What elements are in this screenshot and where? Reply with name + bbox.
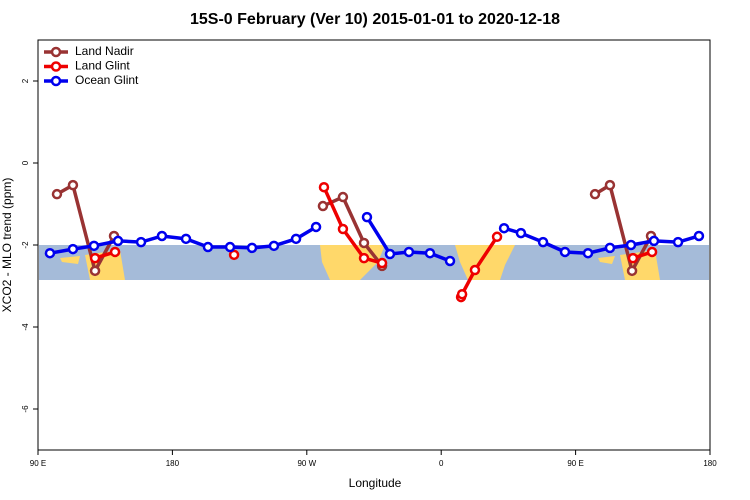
series-line bbox=[322, 186, 383, 265]
data-point bbox=[290, 233, 302, 245]
y-tick-label: -4 bbox=[21, 323, 30, 331]
data-point bbox=[537, 236, 549, 248]
x-tick-label: 180 bbox=[703, 459, 717, 468]
data-point bbox=[361, 211, 373, 223]
data-point bbox=[491, 231, 503, 243]
data-point bbox=[337, 191, 349, 203]
data-point bbox=[89, 252, 101, 264]
data-point bbox=[246, 242, 258, 254]
series-line bbox=[322, 194, 384, 267]
data-point bbox=[318, 181, 330, 193]
data-point bbox=[156, 230, 168, 242]
data-point bbox=[627, 252, 639, 264]
data-point bbox=[268, 240, 280, 252]
data-point bbox=[498, 222, 510, 234]
y-tick-label: -2 bbox=[21, 241, 30, 249]
y-tick-label: 0 bbox=[21, 160, 30, 165]
data-point bbox=[625, 239, 637, 251]
data-point bbox=[67, 179, 79, 191]
data-point bbox=[384, 248, 396, 260]
data-point bbox=[376, 257, 388, 269]
legend-label: Land Glint bbox=[75, 59, 130, 73]
data-point bbox=[67, 243, 79, 255]
data-point bbox=[358, 252, 370, 264]
data-point bbox=[44, 247, 56, 259]
y-axis-label: XCO2 - MLO trend (ppm) bbox=[0, 178, 14, 313]
x-tick-label: 90 E bbox=[30, 459, 46, 468]
data-point bbox=[228, 249, 240, 261]
x-tick-label: 90 E bbox=[567, 459, 583, 468]
data-point bbox=[109, 246, 121, 258]
legend-label: Ocean Glint bbox=[75, 73, 139, 87]
data-point bbox=[180, 233, 192, 245]
data-point bbox=[358, 237, 370, 249]
x-tick-label: 90 W bbox=[297, 459, 316, 468]
data-point bbox=[626, 265, 638, 277]
data-point bbox=[403, 246, 415, 258]
data-point bbox=[51, 188, 63, 200]
chart-title: 15S-0 February (Ver 10) 2015-01-01 to 20… bbox=[190, 11, 560, 28]
data-point bbox=[604, 242, 616, 254]
data-point bbox=[582, 247, 594, 259]
data-point bbox=[224, 241, 236, 253]
data-point bbox=[604, 179, 616, 191]
data-point bbox=[693, 230, 705, 242]
series-line bbox=[594, 182, 653, 276]
series-line bbox=[503, 226, 700, 255]
data-point bbox=[317, 200, 329, 212]
data-point bbox=[648, 235, 660, 247]
data-point bbox=[515, 227, 527, 239]
data-point bbox=[672, 236, 684, 248]
data-point bbox=[456, 288, 468, 300]
data-point bbox=[88, 240, 100, 252]
legend-label: Land Nadir bbox=[75, 44, 134, 58]
data-point bbox=[469, 264, 481, 276]
y-tick-label: -6 bbox=[21, 405, 30, 413]
x-axis-label: Longitude bbox=[349, 476, 402, 490]
legend-marker bbox=[50, 61, 62, 72]
y-tick-label: 2 bbox=[21, 78, 30, 83]
data-point bbox=[337, 223, 349, 235]
data-point bbox=[89, 265, 101, 277]
data-point bbox=[112, 235, 124, 247]
x-tick-label: 180 bbox=[166, 459, 180, 468]
data-point bbox=[202, 241, 214, 253]
data-point bbox=[559, 246, 571, 258]
data-point bbox=[589, 188, 601, 200]
data-point bbox=[310, 221, 322, 233]
data-point bbox=[646, 246, 658, 258]
x-tick-label: 0 bbox=[439, 459, 444, 468]
legend-marker bbox=[50, 46, 62, 58]
data-point bbox=[424, 247, 436, 259]
data-point bbox=[135, 236, 147, 248]
legend-marker bbox=[50, 75, 62, 87]
data-point bbox=[444, 255, 456, 267]
